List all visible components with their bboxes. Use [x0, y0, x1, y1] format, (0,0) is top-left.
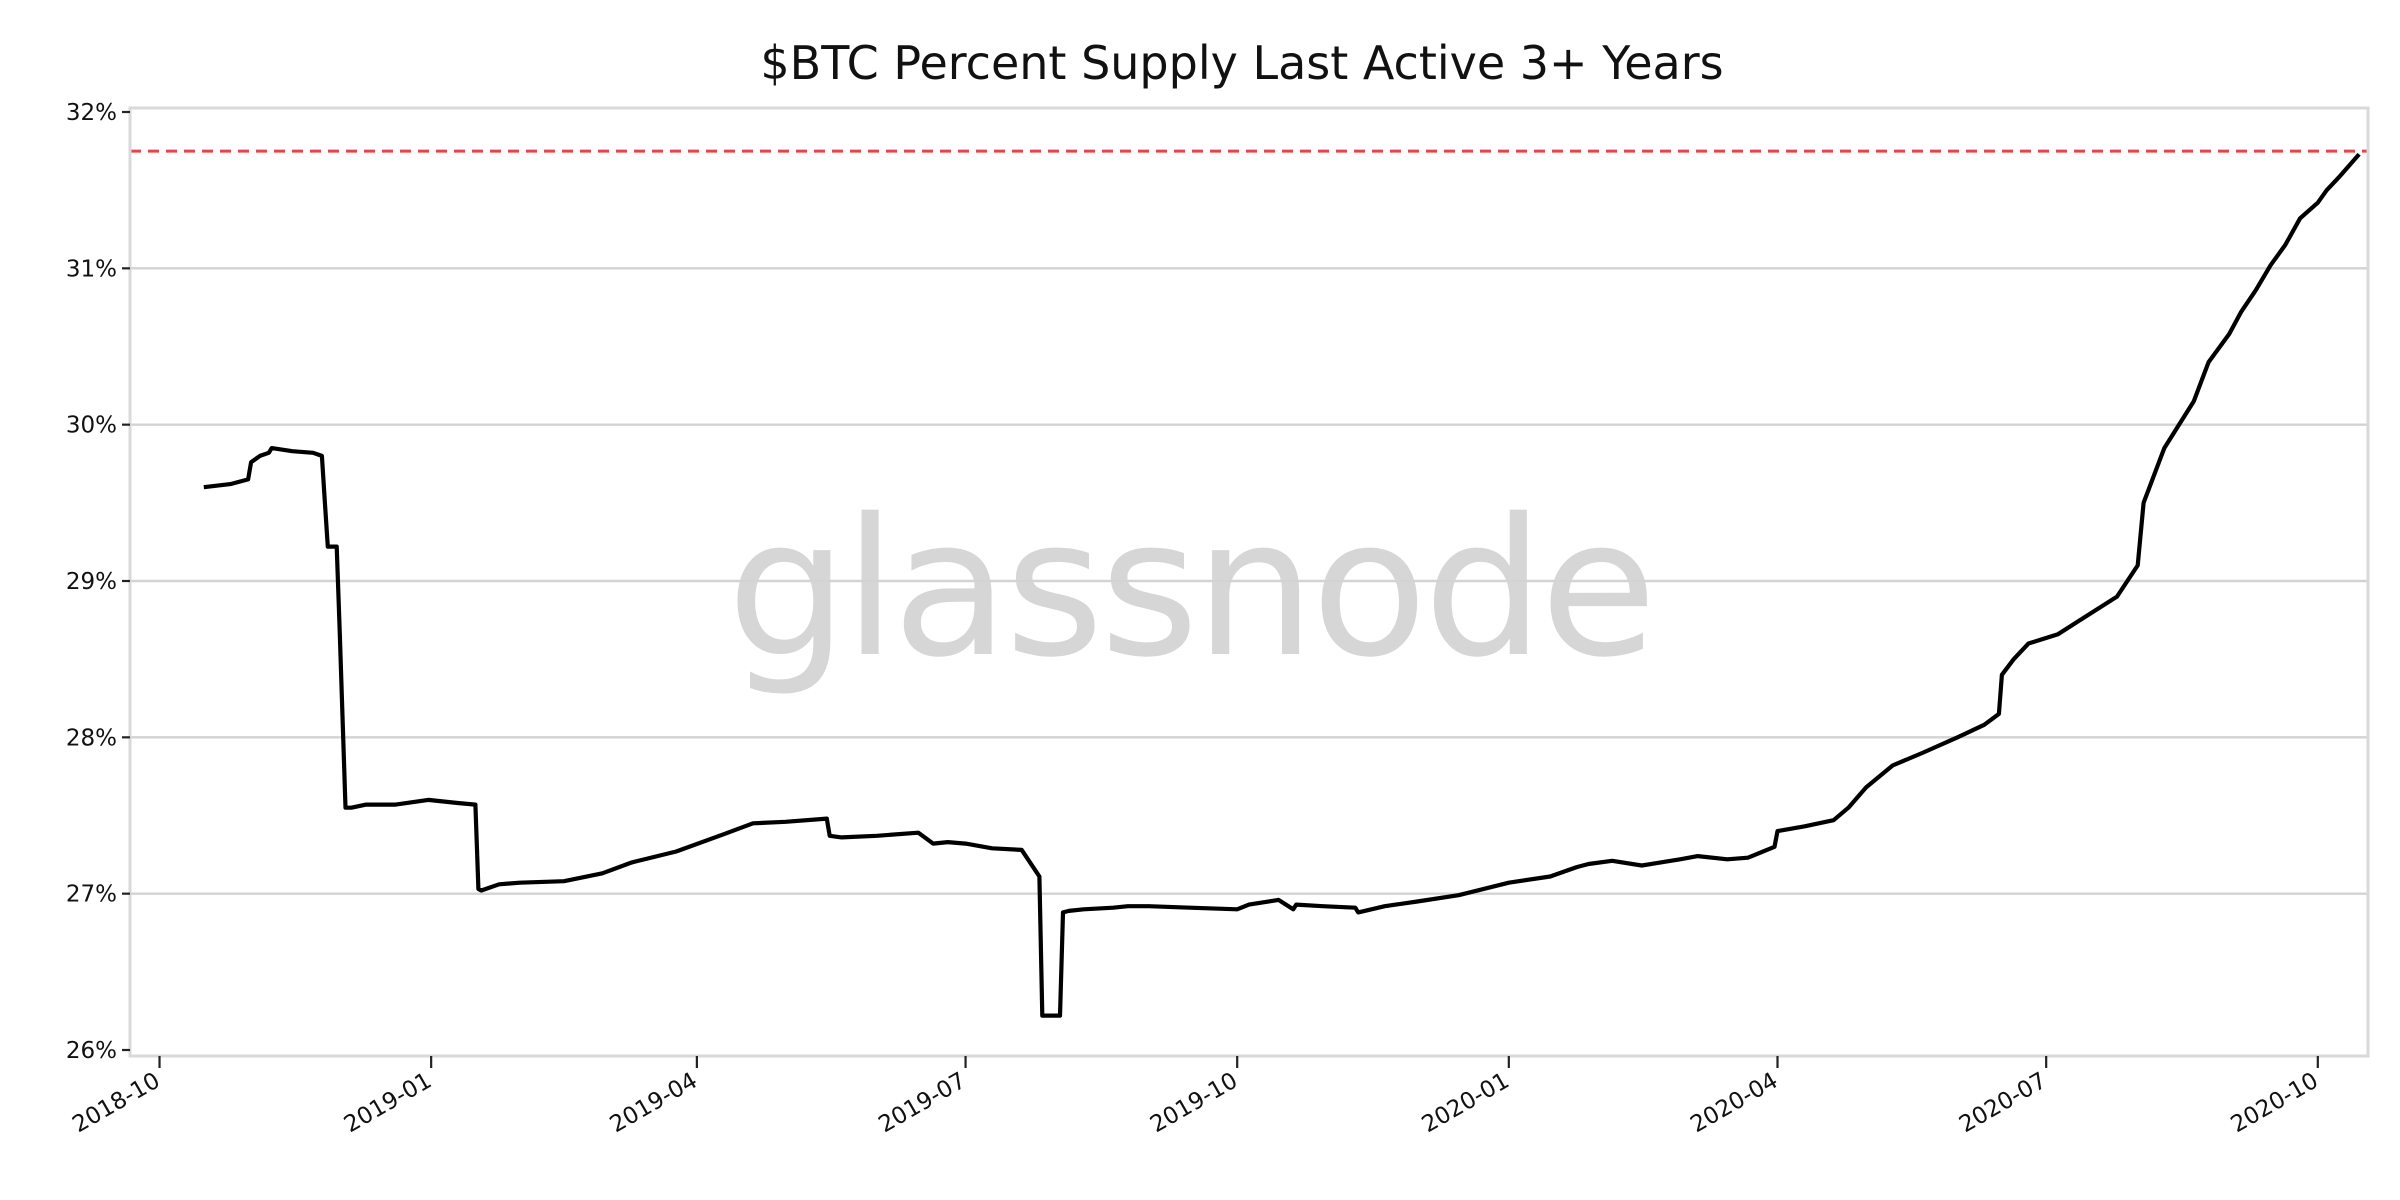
- series-line: [203, 152, 2361, 1018]
- x-tick-label: 2019-01: [340, 1068, 436, 1139]
- x-axis: 2018-10 2019-01 2019-04 2019-07 2019-10 2020-…: [68, 1056, 2323, 1138]
- x-tick-label: 2020-10: [2227, 1068, 2323, 1139]
- glassnode-watermark: glassnode: [727, 478, 1653, 699]
- y-tick-label: 26%: [66, 1038, 117, 1064]
- x-tick-label: 2020-01: [1418, 1068, 1514, 1139]
- y-tick-label: 32%: [66, 100, 117, 126]
- chart-title: $BTC Percent Supply Last Active 3+ Years: [760, 36, 1723, 90]
- y-tick-label: 30%: [66, 413, 117, 439]
- y-axis: 26% 27% 28% 29% 30% 31% 32%: [66, 100, 130, 1064]
- y-tick-label: 31%: [66, 256, 117, 282]
- x-tick-label: 2020-04: [1686, 1068, 1782, 1139]
- x-tick-label: 2019-04: [606, 1068, 702, 1139]
- x-tick-label: 2018-10: [68, 1068, 164, 1139]
- x-tick-label: 2019-07: [874, 1068, 970, 1139]
- grid-lines: [130, 267, 2368, 895]
- y-tick-label: 27%: [66, 882, 117, 908]
- x-tick-label: 2019-10: [1146, 1068, 1242, 1139]
- y-tick-label: 29%: [66, 569, 117, 595]
- series-group: [203, 152, 2361, 1018]
- x-tick-label: 2020-07: [1955, 1068, 2051, 1139]
- y-tick-label: 28%: [66, 725, 117, 751]
